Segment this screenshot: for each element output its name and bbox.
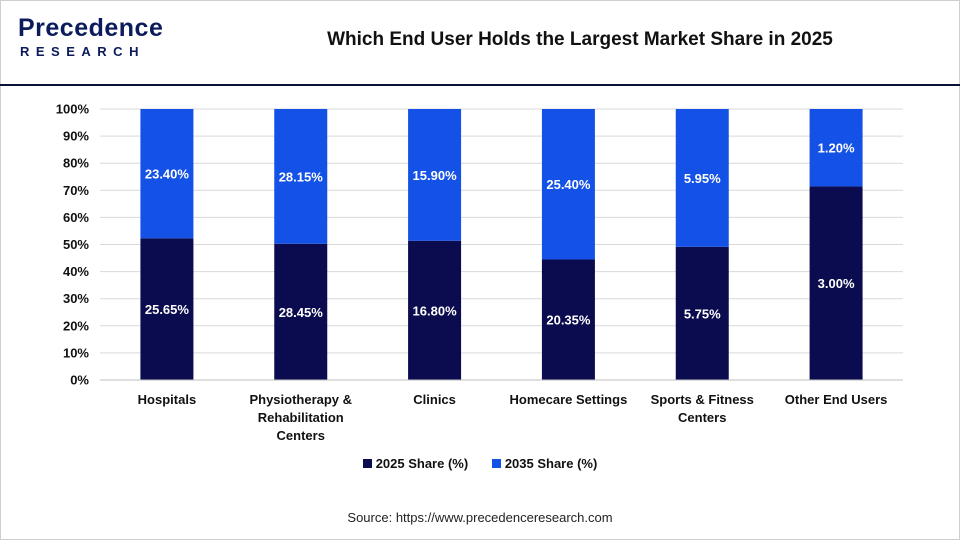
- bar-2025: [675, 246, 729, 380]
- bar-2035: [541, 109, 595, 260]
- legend-item-2025: 2025 Share (%): [362, 456, 469, 471]
- data-label: 25.40%: [546, 177, 591, 192]
- y-tick-label: 60%: [63, 210, 89, 225]
- bar-2035: [408, 109, 462, 241]
- y-tick-label: 40%: [63, 264, 89, 279]
- y-tick-label: 90%: [63, 129, 89, 144]
- y-tick-label: 20%: [63, 318, 89, 333]
- y-tick-label: 80%: [63, 156, 89, 171]
- bar-2035: [675, 109, 729, 247]
- x-tick-label: Homecare Settings: [510, 392, 628, 407]
- data-label: 15.90%: [413, 168, 458, 183]
- x-tick-label: Clinics: [413, 392, 456, 407]
- legend: 2025 Share (%) 2035 Share (%): [0, 456, 960, 471]
- legend-label-2035: 2035 Share (%): [504, 456, 598, 471]
- bar-2025: [809, 186, 863, 380]
- bar-2025: [408, 240, 462, 380]
- data-label: 28.15%: [279, 169, 324, 184]
- bar-2035: [140, 109, 194, 239]
- legend-swatch-2035: [491, 459, 501, 468]
- x-tick-label: Sports & Fitness: [651, 392, 754, 407]
- chart-title: Which End User Holds the Largest Market …: [327, 29, 833, 50]
- y-tick-label: 70%: [63, 183, 89, 198]
- legend-item-2035: 2035 Share (%): [491, 456, 598, 471]
- bar-2025: [140, 238, 194, 380]
- logo-main-text: Precedence: [18, 14, 164, 42]
- data-label: 25.65%: [145, 302, 190, 317]
- y-tick-label: 10%: [63, 345, 89, 360]
- data-label: 28.45%: [279, 305, 324, 320]
- data-label: 1.20%: [818, 141, 855, 156]
- x-tick-label: Centers: [678, 410, 726, 425]
- bar-2035: [274, 109, 328, 244]
- y-tick-label: 0%: [70, 373, 89, 388]
- source-note: Source: https://www.precedenceresearch.c…: [347, 510, 613, 525]
- bar-2025: [541, 259, 595, 380]
- brand-logo: Precedence RESEARCH: [18, 14, 168, 64]
- y-tick-label: 30%: [63, 291, 89, 306]
- data-label: 3.00%: [818, 276, 855, 291]
- legend-swatch-2025: [362, 459, 372, 468]
- bar-2035: [809, 109, 863, 187]
- logo-sub-text: RESEARCH: [20, 44, 145, 59]
- y-tick-label: 100%: [56, 102, 90, 117]
- y-tick-label: 50%: [63, 237, 89, 252]
- x-tick-label: Other End Users: [785, 392, 888, 407]
- data-label: 5.95%: [684, 171, 721, 186]
- legend-label-2025: 2025 Share (%): [375, 456, 469, 471]
- data-label: 23.40%: [145, 167, 190, 182]
- x-tick-label: Rehabilitation: [258, 410, 344, 425]
- bar-2025: [274, 243, 328, 380]
- x-tick-label: Hospitals: [138, 392, 197, 407]
- header: Precedence RESEARCH Which End User Holds…: [0, 0, 960, 86]
- x-tick-label: Physiotherapy &: [249, 392, 352, 407]
- x-tick-label: Centers: [277, 428, 325, 443]
- data-label: 5.75%: [684, 306, 721, 321]
- data-label: 16.80%: [413, 303, 458, 318]
- data-label: 20.35%: [546, 313, 591, 328]
